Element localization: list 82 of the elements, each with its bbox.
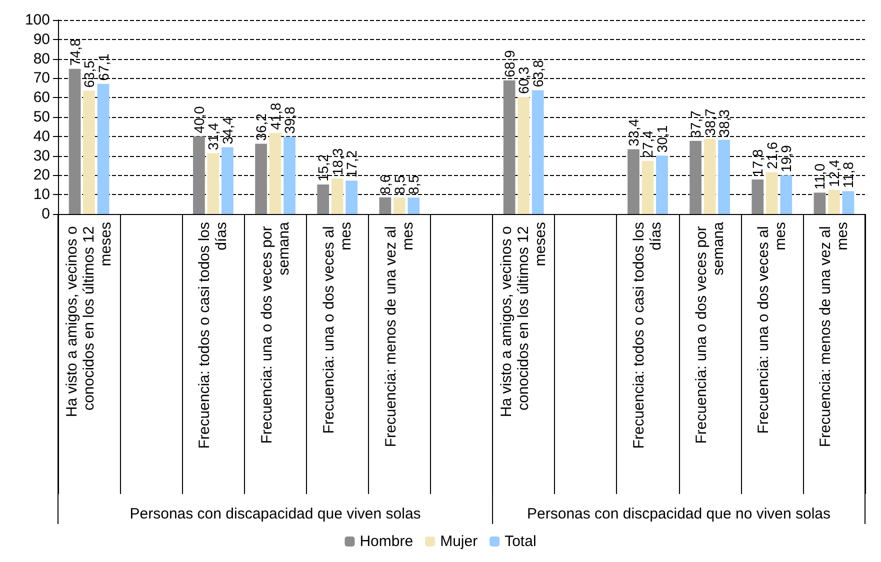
y-tick-label: 40 bbox=[33, 128, 50, 145]
bar bbox=[222, 147, 234, 214]
data-label: 33,4 bbox=[625, 118, 642, 146]
bar bbox=[393, 198, 406, 214]
bar bbox=[207, 153, 220, 214]
y-tick-label: 60 bbox=[33, 89, 50, 106]
y-tick-label: 0 bbox=[42, 206, 50, 222]
legend-label: Total bbox=[504, 533, 536, 550]
data-label: 31,4 bbox=[205, 122, 222, 150]
bar bbox=[532, 90, 544, 214]
x-tick-label: Frecuencia: una o dos veces al mes bbox=[754, 222, 789, 434]
data-label: 11,0 bbox=[812, 163, 828, 190]
x-tick-label: Frecuencia: menos de una vez al mes bbox=[382, 222, 416, 448]
y-tick-label: 10 bbox=[33, 186, 50, 204]
data-label: 38,3 bbox=[716, 109, 732, 137]
bar bbox=[284, 136, 296, 214]
y-tick-label: 100 bbox=[24, 12, 50, 28]
bar bbox=[255, 144, 267, 214]
data-label: 40,0 bbox=[190, 106, 207, 134]
x-tick-label: Frecuencia: todos o casi todos los días bbox=[630, 222, 665, 449]
bar bbox=[766, 172, 778, 214]
x-tick-label: Frecuencia: una o dos veces por semana bbox=[258, 221, 292, 444]
data-label: 63,8 bbox=[530, 60, 546, 88]
bar bbox=[83, 90, 95, 214]
data-label: 21,6 bbox=[764, 142, 780, 170]
bar bbox=[842, 191, 854, 214]
data-label: 68,9 bbox=[501, 50, 518, 78]
data-label: 19,9 bbox=[778, 144, 794, 172]
bar bbox=[828, 190, 840, 214]
text: Personas con discapacidad que viven solas bbox=[130, 506, 421, 522]
data-label: 17,8 bbox=[750, 149, 766, 176]
x-tick-label: Frecuencia: todos o casi todos los días bbox=[196, 222, 230, 449]
data-label: 18,3 bbox=[329, 148, 346, 176]
bar bbox=[780, 175, 792, 214]
data-label: 30,1 bbox=[654, 125, 670, 153]
legend-label: Hombre bbox=[360, 533, 414, 550]
y-tick-label: 70 bbox=[33, 70, 50, 87]
y-tick-label: 30 bbox=[33, 147, 50, 164]
legend-label: Mujer bbox=[440, 533, 478, 550]
bar bbox=[408, 198, 420, 214]
bar bbox=[97, 84, 110, 214]
data-label: 8,6 bbox=[377, 174, 394, 194]
data-label: 11,8 bbox=[840, 162, 856, 188]
bar bbox=[752, 179, 764, 214]
data-label: 27,4 bbox=[640, 130, 656, 158]
bar bbox=[193, 136, 205, 214]
bar bbox=[628, 149, 640, 214]
bar bbox=[346, 180, 358, 214]
bar bbox=[269, 132, 282, 214]
x-tick-label: Ha visto a amigos, vecinos o conocidos en los últimos 12 meses bbox=[64, 222, 115, 418]
y-tick-label: 80 bbox=[33, 50, 50, 68]
data-label: 39,8 bbox=[282, 106, 298, 134]
data-label: 12,4 bbox=[826, 159, 842, 187]
bar bbox=[503, 80, 516, 214]
bar bbox=[814, 192, 826, 214]
data-label: 60,3 bbox=[516, 66, 532, 94]
bar bbox=[718, 140, 730, 214]
bar bbox=[690, 140, 702, 214]
data-label: 34,4 bbox=[219, 116, 236, 144]
text: Personas con discpacidad que no viven solas bbox=[527, 506, 831, 522]
data-label: 15,2 bbox=[315, 154, 332, 182]
bar bbox=[704, 138, 716, 214]
x-tick-label: Frecuencia: una o dos veces al mes bbox=[320, 222, 354, 434]
bar bbox=[68, 68, 81, 214]
x-tick-label: Frecuencia: una o dos veces por semana bbox=[692, 221, 727, 444]
data-label: 63,5 bbox=[81, 60, 98, 88]
y-tick-label: 50 bbox=[33, 108, 50, 126]
data-label: 8,5 bbox=[406, 174, 422, 195]
bar bbox=[317, 184, 330, 214]
data-label: 38,7 bbox=[702, 108, 718, 136]
bar bbox=[518, 97, 530, 214]
y-tick-label: 90 bbox=[33, 30, 50, 48]
bar bbox=[642, 160, 654, 214]
x-tick-label: Frecuencia: menos de una vez al mes bbox=[816, 222, 851, 448]
bar bbox=[379, 197, 392, 214]
x-tick-label: Ha visto a amigos, vecinos o conocidos en los últimos 12 meses bbox=[498, 222, 550, 418]
data-label: 37,7 bbox=[688, 110, 704, 138]
data-label: 8,5 bbox=[391, 174, 408, 195]
y-tick-label: 20 bbox=[33, 166, 50, 184]
data-label: 41,8 bbox=[267, 102, 284, 130]
bar bbox=[656, 156, 668, 214]
bar bbox=[331, 178, 344, 214]
